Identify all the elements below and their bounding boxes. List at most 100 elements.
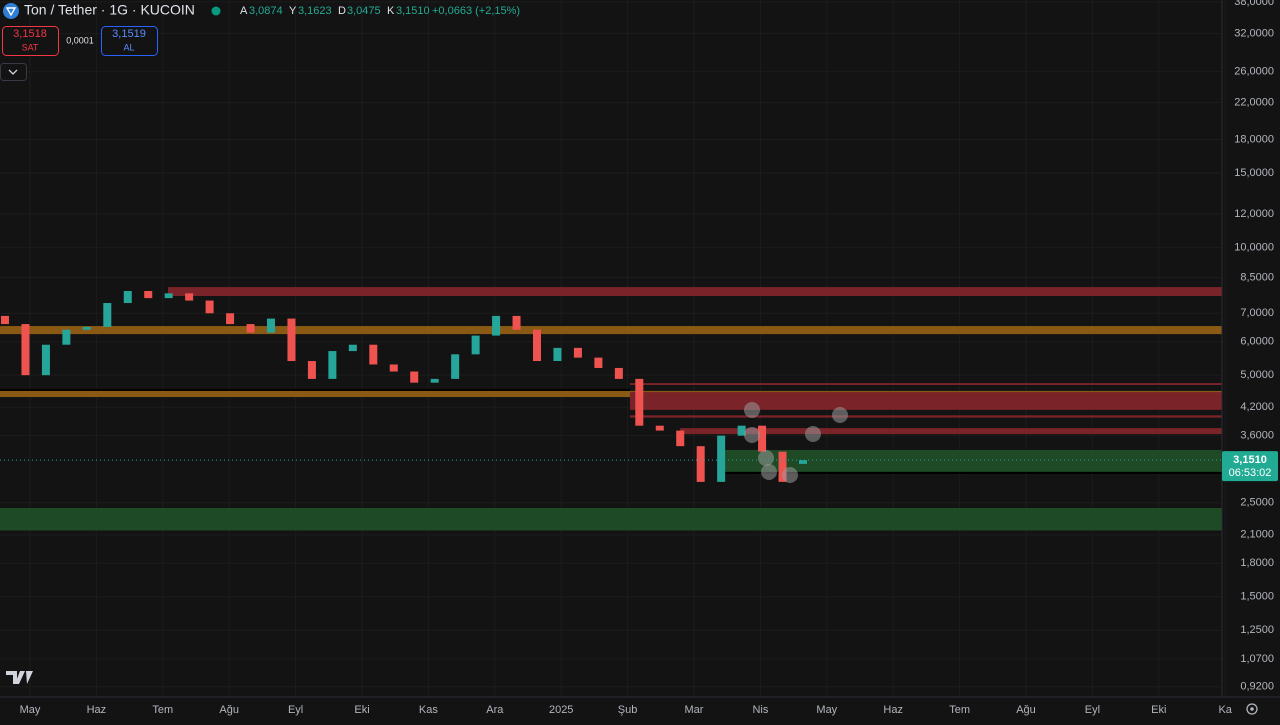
y-tick-label: 1,2500 [1240,624,1274,636]
y-tick-label: 32,0000 [1234,27,1274,39]
candle [614,367,623,379]
x-tick-label: Nis [752,704,768,716]
settings-dot [1250,707,1254,711]
candle [123,290,132,304]
candle [144,290,153,299]
candle [103,303,112,327]
x-tick-label: Haz [883,704,903,716]
price-zone [0,507,1222,531]
buy-label: AL [123,42,134,52]
candle [21,324,30,376]
marker [782,467,798,483]
candle [369,344,378,365]
candle [471,335,480,355]
candle [246,324,255,333]
marker [744,427,760,443]
ohlc-key: A [240,5,248,17]
price-zone [630,383,1222,386]
candle [41,344,50,376]
x-tick-label: 2025 [549,704,573,716]
price-zone [720,449,1222,473]
y-tick-label: 1,8000 [1240,557,1274,569]
candle [799,460,807,464]
y-tick-label: 15,0000 [1234,167,1274,179]
candle [533,329,541,362]
ohlc-value: 3,1510 [396,5,430,17]
logo[interactable] [6,671,33,684]
y-tick-label: 12,0000 [1234,208,1274,220]
y-tick-label: 0,9200 [1240,681,1274,693]
y-tick-label: 38,0000 [1234,0,1274,8]
candle [328,351,337,379]
x-tick-label: Eyl [1085,704,1100,716]
symbol-icon [3,3,19,19]
x-tick-label: Şub [618,704,638,716]
x-tick-label: May [816,704,837,716]
x-tick-label: Kas [419,704,438,716]
price-zone [680,428,1222,435]
candle [778,451,787,482]
marker [832,407,848,423]
x-tick-label: May [20,704,41,716]
ohlc-value: 3,0475 [347,5,381,17]
candle [267,318,275,333]
x-tick-label: Mar [685,704,704,716]
price-zone [0,390,1222,398]
settings-button[interactable] [1246,703,1258,715]
y-tick-label: 22,0000 [1234,96,1274,108]
x-tick-label: Ka [1218,704,1232,716]
y-tick-label: 7,0000 [1240,307,1274,319]
candle [553,347,562,362]
candle [389,364,398,372]
spread: 0,0001 [66,35,94,45]
grid [0,0,1225,697]
candle [655,425,664,431]
candle [164,293,173,299]
last-price-box [1222,451,1278,482]
x-tick-label: Ağu [1016,704,1036,716]
candle [758,425,767,452]
x-tick-label: Tem [152,704,173,716]
candle [226,313,235,325]
candle [185,293,194,301]
candle [205,300,214,314]
sell-label: SAT [22,42,39,52]
ohlc-legend: A 3,0874 Y 3,1623 D 3,0475 K 3,1510 +0,0663 (+2,… [240,5,520,17]
candle [737,425,746,436]
x-tick-label: Haz [87,704,107,716]
marker [761,464,777,480]
collapse-button[interactable] [0,63,27,81]
candle [82,326,91,330]
symbol-title[interactable]: Ton / Tether · 1G · KUCOIN [24,2,195,18]
candle [512,315,521,330]
price-zone [168,287,1222,296]
x-tick-label: Eki [354,704,369,716]
candle [696,446,705,482]
candle [410,371,419,383]
candle [492,315,501,336]
y-tick-label: 5,0000 [1240,369,1274,381]
candles [1,290,807,482]
sell-button[interactable] [2,26,59,56]
buy-price: 3,1519 [112,28,146,40]
candle [287,318,296,362]
chevron [8,69,18,75]
x-tick-label: Eki [1151,704,1166,716]
y-tick-label: 6,0000 [1240,336,1274,348]
candle [430,378,439,383]
candle [635,378,644,426]
buy-button[interactable] [101,26,158,56]
markers [744,402,848,483]
y-tick-label: 2,1000 [1240,529,1274,541]
ohlc-change: +0,0663 (+2,15%) [432,5,520,17]
sell-price: 3,1518 [13,28,47,40]
y-tick-label: 1,0700 [1240,653,1274,665]
drawings [0,287,1222,531]
ohlc-key: K [387,5,395,17]
price-zone [0,326,1222,335]
y-tick-label: 10,0000 [1234,242,1274,254]
x-tick-label: Eyl [288,704,303,716]
market-status[interactable] [211,6,221,16]
